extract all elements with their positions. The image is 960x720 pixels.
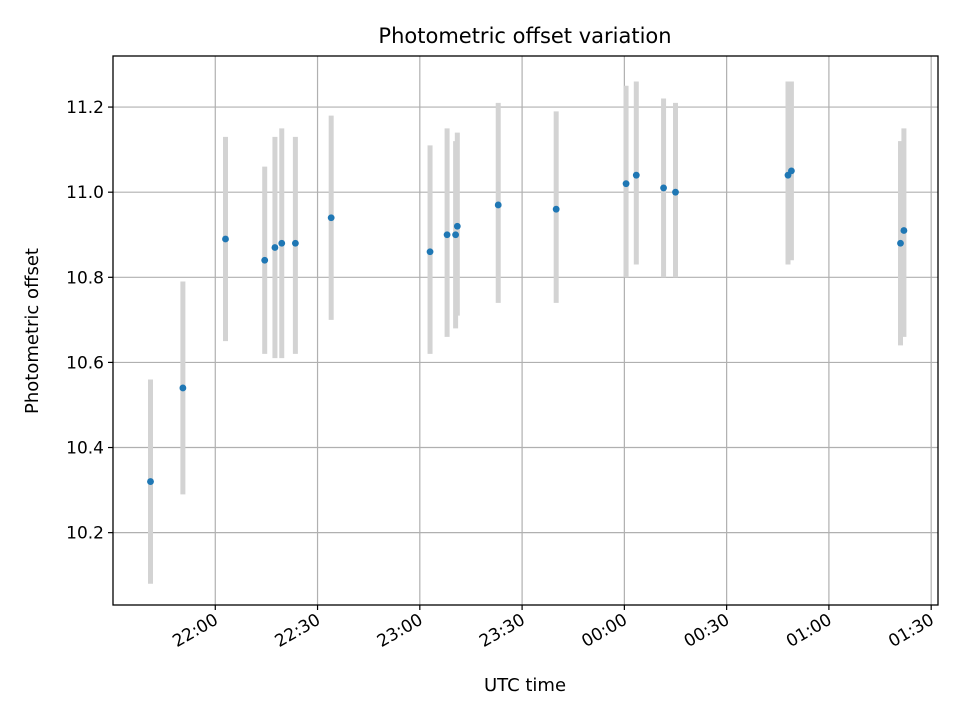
y-tick-label: 10.6 <box>66 353 104 373</box>
data-point <box>426 248 434 256</box>
data-point <box>443 231 451 239</box>
data-point <box>660 184 667 192</box>
data-point <box>453 222 461 230</box>
data-point <box>147 478 154 485</box>
data-point <box>271 244 279 251</box>
data-point <box>261 256 269 264</box>
x-axis-label: UTC time <box>484 675 566 696</box>
data-point <box>622 180 630 188</box>
y-axis-label: Photometric offset <box>22 248 43 414</box>
y-tick-label: 10.8 <box>66 268 104 288</box>
chart-title: Photometric offset variation <box>378 24 671 48</box>
data-point <box>632 171 640 179</box>
y-tick-label: 10.4 <box>66 439 104 459</box>
data-point <box>291 239 299 247</box>
data-point <box>897 239 904 247</box>
data-point <box>222 235 229 243</box>
data-point <box>327 214 335 222</box>
data-point <box>552 205 560 213</box>
data-point <box>452 231 460 239</box>
y-tick-label: 11.2 <box>66 98 104 118</box>
y-tick-label: 11.0 <box>66 183 104 203</box>
data-point <box>672 188 679 196</box>
data-point <box>494 201 502 209</box>
data-point <box>788 167 795 175</box>
data-points <box>147 167 908 485</box>
data-point <box>278 239 286 247</box>
grid <box>113 56 938 605</box>
plot-frame <box>112 55 939 606</box>
data-point <box>900 227 908 234</box>
data-point <box>179 384 187 392</box>
y-tick-label: 10.2 <box>66 524 104 544</box>
y-axis-ticks: 10.2 10.4 10.6 10.8 11.0 11.2 <box>66 98 113 544</box>
